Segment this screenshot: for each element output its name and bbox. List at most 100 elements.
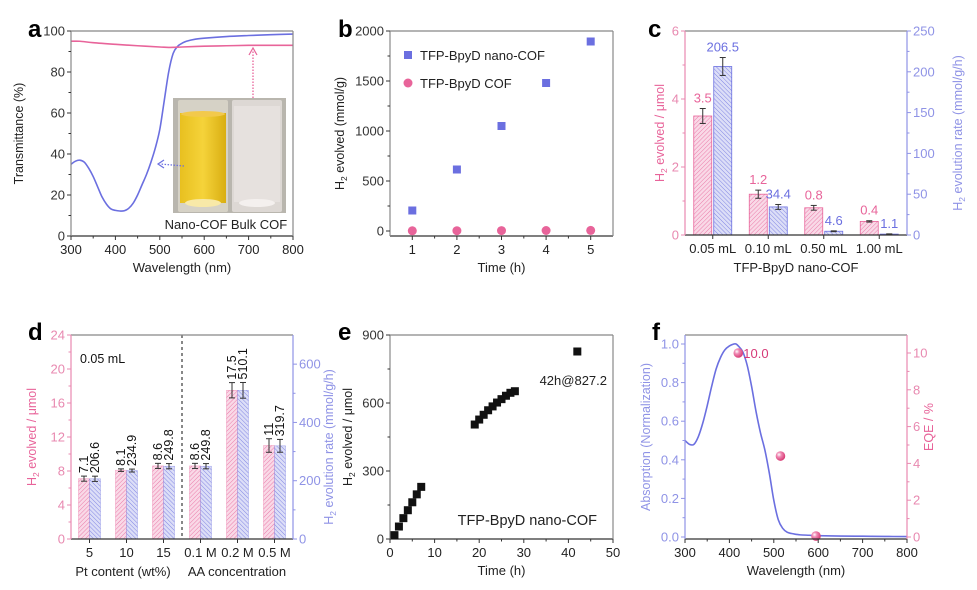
bar-h2-rate xyxy=(89,478,101,540)
data-point-square xyxy=(493,398,502,407)
y-tick-label: 0.0 xyxy=(661,530,679,545)
data-label: 8.6 xyxy=(188,443,202,460)
data-point-eqe xyxy=(733,348,744,358)
data-point-square xyxy=(408,206,417,215)
data-point-square xyxy=(484,406,493,415)
x-tick-label: 50 xyxy=(606,545,620,560)
data-label: 8.1 xyxy=(114,448,128,465)
axis-label-part: evolved / μmol xyxy=(341,388,355,472)
y-tick-label: 2000 xyxy=(355,24,384,39)
data-label: 7.1 xyxy=(77,456,91,473)
x-axis-label: Wavelength (nm) xyxy=(133,260,232,275)
data-label: 206.5 xyxy=(706,40,739,55)
y-tick-label: 0.6 xyxy=(661,414,679,429)
group-label-aa: AA concentration xyxy=(188,564,286,579)
x-tick-label: 0.05 mL xyxy=(689,241,736,256)
y-tick-label: 600 xyxy=(362,396,384,411)
y-tick-label: 1.0 xyxy=(661,337,679,352)
bar-h2-evolved xyxy=(115,469,127,540)
data-label: 206.6 xyxy=(88,442,102,473)
x-tick-label: 600 xyxy=(807,545,829,560)
panel-label: c xyxy=(648,16,661,43)
data-point-square xyxy=(475,415,484,424)
y-tick-label: 2 xyxy=(913,493,920,508)
bar-h2-evolved xyxy=(748,193,768,236)
line-nano-cof xyxy=(70,33,294,212)
axis-label-part: evolution rate (mmol/g/h) xyxy=(951,55,965,197)
bar-h2-rate xyxy=(768,206,788,236)
bulk-cof-liquid xyxy=(234,106,280,202)
x-tick-label: 30 xyxy=(517,545,531,560)
y-tick-label: 100 xyxy=(913,146,935,161)
y-axis-label-right: EQE / % xyxy=(922,403,936,451)
data-label: 234.9 xyxy=(125,435,139,466)
bar-h2-evolved xyxy=(859,220,879,236)
data-point-square xyxy=(501,391,510,400)
panel-label: a xyxy=(28,16,42,43)
axis-label-part: 2 xyxy=(328,511,338,516)
axis-label-part: H xyxy=(951,202,965,211)
axis-label-part: evolved (mmol/g) xyxy=(333,77,347,176)
y-axis-label-left: H2 evolved / μmol xyxy=(653,84,669,182)
data-label: 17.5 xyxy=(225,355,239,379)
x-tick-label: 4 xyxy=(542,242,549,257)
x-tick-label: 0.10 mL xyxy=(745,241,792,256)
y-tick-label: 0 xyxy=(58,532,65,547)
y-tick-label: 0 xyxy=(913,530,920,545)
y-tick-label: 1000 xyxy=(355,124,384,139)
x-axis-label: TFP-BpyD nano-COF xyxy=(734,260,859,275)
data-label: 4.6 xyxy=(825,213,843,228)
panel-label: f xyxy=(652,319,661,346)
y-tick-label: 12 xyxy=(51,430,65,445)
x-tick-label: 0.2 M xyxy=(221,545,254,560)
bar-h2-evolved xyxy=(226,390,238,540)
data-point-square xyxy=(394,522,403,531)
y-tick-label: 600 xyxy=(299,357,321,372)
data-point-circle xyxy=(452,226,462,236)
x-tick-label: 400 xyxy=(719,545,741,560)
bar-h2-evolved xyxy=(693,115,713,236)
y-tick-label: 0 xyxy=(377,532,384,547)
data-label: 319.7 xyxy=(273,405,287,436)
data-point-square xyxy=(497,122,506,130)
x-axis-label: Time (h) xyxy=(478,563,526,578)
y-tick-label: 6 xyxy=(672,24,679,39)
bar-h2-evolved xyxy=(804,207,824,236)
data-point-eqe xyxy=(775,451,786,461)
inset-label-nano: Nano-COF xyxy=(165,217,228,232)
x-axis-label: Wavelength (nm) xyxy=(747,563,846,578)
y-axis-label-left: Absorption (Normalization) xyxy=(639,363,653,511)
data-label: 1.2 xyxy=(749,172,767,187)
data-label: 1.1 xyxy=(880,216,898,231)
y-tick-label: 8 xyxy=(913,382,920,397)
y-tick-label: 900 xyxy=(362,328,384,343)
arrow-bulk-head xyxy=(248,46,258,56)
data-point-square xyxy=(452,165,461,174)
series-annotation: TFP-BpyD nano-COF xyxy=(458,513,598,529)
data-point-square xyxy=(510,387,519,396)
x-tick-label: 700 xyxy=(852,545,874,560)
legend-marker-circle xyxy=(403,78,413,88)
axis-label-part: EQE / % xyxy=(922,403,936,451)
y-tick-label: 40 xyxy=(51,147,65,162)
x-tick-label: 300 xyxy=(674,545,696,560)
axis-label-part: 2 xyxy=(957,197,967,202)
panel-label: b xyxy=(338,16,353,43)
data-point-square xyxy=(417,482,426,491)
legend-label: TFP-BpyD COF xyxy=(420,76,512,91)
data-point-circle xyxy=(407,226,417,236)
cuvette-base xyxy=(239,199,275,207)
axis-label-part: 2 xyxy=(31,472,41,477)
data-point-square xyxy=(408,498,417,507)
x-tick-label: 500 xyxy=(763,545,785,560)
bar-h2-rate xyxy=(126,470,138,540)
axis-label-part: evolved / μmol xyxy=(653,84,667,168)
bar-h2-rate xyxy=(237,390,249,540)
arrow-nano-line xyxy=(159,163,185,167)
line-bulk-cof xyxy=(70,40,293,49)
x-tick-label: 10 xyxy=(119,545,133,560)
bar-h2-evolved xyxy=(189,465,201,540)
data-label: 3.5 xyxy=(694,91,712,106)
data-point-square xyxy=(470,420,479,429)
